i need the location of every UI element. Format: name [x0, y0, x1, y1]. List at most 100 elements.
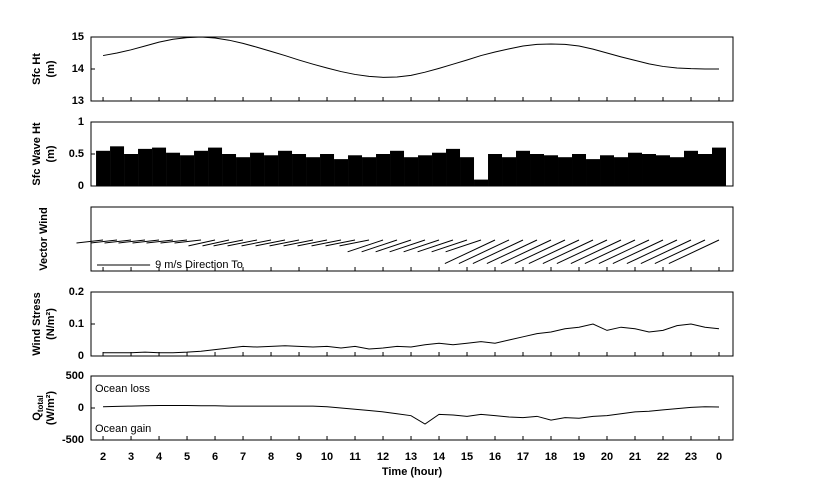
x-tick-label: 13: [405, 451, 417, 463]
wind-stick: [347, 239, 384, 253]
wind-stick: [445, 239, 482, 253]
wind-stick: [283, 239, 314, 247]
wind-stick: [160, 239, 188, 244]
wave-bar: [572, 154, 587, 186]
wind-stick: [444, 239, 496, 265]
x-tick-label: 12: [377, 451, 389, 463]
x-tick-label: 2: [100, 451, 106, 463]
x-tick-label: 11: [349, 451, 361, 463]
wind-stick: [255, 239, 286, 247]
x-tick-label: 5: [184, 451, 190, 463]
wave-bar: [544, 155, 559, 186]
wind-stick: [612, 239, 664, 265]
wind-stick: [570, 239, 622, 265]
y-axis-label: Wind Stress: [31, 292, 43, 355]
wave-bar: [642, 154, 657, 186]
wind-stick: [188, 239, 216, 247]
wind-stick: [297, 239, 328, 247]
wind-stick: [403, 239, 440, 253]
wind-stick: [104, 239, 132, 244]
wind-stick: [339, 239, 370, 247]
wind-stick: [542, 239, 594, 265]
x-tick-label: 0: [716, 451, 722, 463]
y-axis-units: (m): [45, 145, 57, 162]
wave-bar: [418, 155, 433, 186]
y-axis-label: Sfc Wave Ht: [31, 122, 43, 186]
x-tick-label: 22: [657, 451, 669, 463]
data-line: [103, 404, 720, 425]
wave-bar: [558, 157, 573, 186]
wind-stick: [514, 239, 566, 265]
y-axis-label-text: Wind Stress: [31, 292, 43, 355]
y-axis-label-text: Sfc Wave Ht: [31, 122, 43, 186]
wind-stick: [528, 239, 580, 265]
wave-bar: [614, 157, 629, 186]
y-tick-label: 0.1: [69, 318, 84, 330]
wave-bar: [236, 157, 251, 186]
wave-bar: [600, 155, 615, 186]
wave-bar: [376, 154, 391, 186]
y-tick-label: 0: [78, 180, 84, 192]
x-tick-label: 15: [461, 451, 473, 463]
wind-stick: [598, 239, 650, 265]
y-tick-label: -500: [62, 434, 84, 446]
wind-stick: [500, 239, 552, 265]
x-tick-label: 14: [433, 451, 446, 463]
wave-bar: [628, 152, 643, 186]
wave-bar: [180, 155, 195, 186]
wave-bar: [460, 157, 475, 186]
x-tick-label: 3: [128, 451, 134, 463]
y-tick-label: 500: [66, 370, 84, 382]
wave-bar: [656, 155, 671, 186]
wind-stick: [202, 239, 230, 247]
x-axis-label: Time (hour): [382, 466, 443, 478]
wave-bar: [488, 154, 503, 186]
wind-stick: [556, 239, 608, 265]
wind-stick: [472, 239, 524, 265]
wind-stick: [174, 239, 202, 244]
wind-stick: [626, 239, 678, 265]
y-axis-label: Qtotal: [31, 395, 45, 420]
x-tick-label: 23: [685, 451, 697, 463]
x-tick-label: 19: [573, 451, 585, 463]
wave-bar: [222, 154, 237, 186]
y-tick-label: 0: [78, 402, 84, 414]
y-axis-label: Sfc Ht: [31, 53, 43, 85]
wind-stick: [90, 239, 118, 244]
wind-stick: [325, 239, 356, 247]
wind-stick: [640, 239, 692, 265]
wind-stick: [361, 239, 398, 253]
wave-bar: [670, 157, 685, 186]
wind-stick: [146, 239, 174, 244]
wind-stick: [458, 239, 510, 265]
x-tick-label: 9: [296, 451, 302, 463]
data-line: [103, 323, 720, 354]
wind-stick: [375, 239, 412, 253]
panel-frame: [90, 36, 734, 102]
wave-bar: [152, 147, 167, 186]
y-tick-label: 1: [78, 116, 84, 128]
y-axis-units: (W/m²): [45, 391, 57, 426]
wave-bar: [278, 150, 293, 186]
wave-bar: [684, 150, 699, 186]
wave-bar: [362, 157, 377, 186]
wave-bar: [586, 159, 601, 186]
x-tick-label: 21: [629, 451, 641, 463]
wave-bar: [166, 152, 181, 186]
wind-stick: [668, 239, 720, 265]
wave-bar: [124, 154, 139, 186]
y-axis-units: (m): [45, 60, 57, 77]
annotation: Ocean gain: [95, 423, 151, 435]
panel-frame: [90, 206, 734, 272]
wave-bar: [516, 150, 531, 186]
wave-bar: [432, 152, 447, 186]
wind-stick: [431, 239, 468, 253]
wave-bar: [208, 147, 223, 186]
y-axis-units: (N/m²): [45, 308, 57, 340]
panel-frame: [90, 375, 734, 441]
wave-bar: [194, 150, 209, 186]
wind-stick: [132, 239, 160, 244]
x-tick-label: 8: [268, 451, 274, 463]
